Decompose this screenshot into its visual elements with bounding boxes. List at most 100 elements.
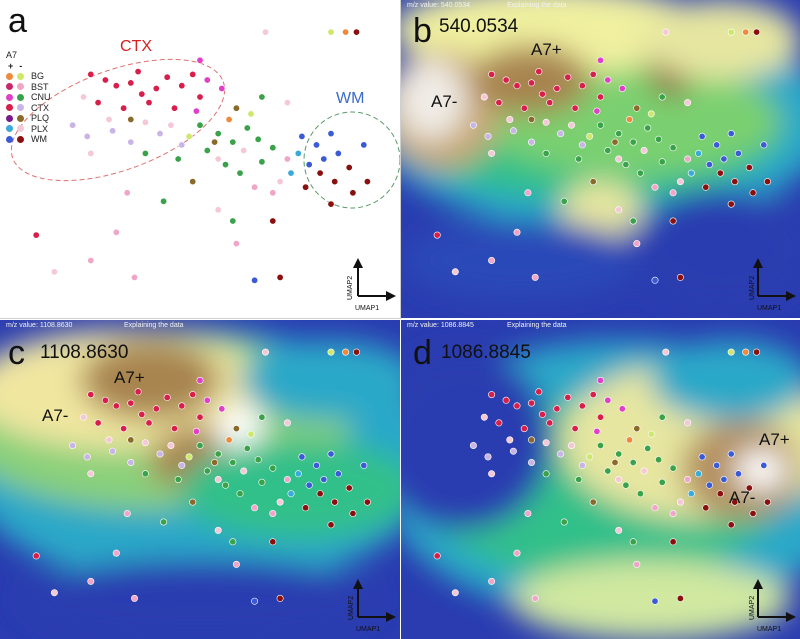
scatter-point <box>509 447 517 455</box>
topbar-mz: m/z value: 1108.8630 <box>6 322 73 329</box>
scatter-point <box>258 158 266 166</box>
scatter-point <box>211 459 219 467</box>
scatter-point <box>138 410 146 418</box>
scatter-point <box>327 521 335 529</box>
scatter-point <box>676 594 684 602</box>
scatter-point <box>312 461 320 469</box>
x-arrowhead <box>786 291 796 301</box>
legend-label: BST <box>31 81 49 92</box>
x-axis-label: UMAP1 <box>356 626 381 633</box>
y-arrowhead <box>353 579 363 589</box>
scatter-point <box>538 90 546 98</box>
scatter-point <box>597 442 605 450</box>
legend-label: PLQ <box>31 113 50 124</box>
scatter-point <box>553 85 561 93</box>
scatter-point <box>178 461 186 469</box>
scatter-point <box>87 470 95 478</box>
scatter-point <box>171 425 179 433</box>
scatter-point <box>488 149 496 157</box>
scatter-point <box>658 158 666 166</box>
scatter-point <box>152 405 160 413</box>
scatter-point <box>94 99 102 107</box>
scatter-point <box>698 453 706 461</box>
scatter-point <box>618 85 626 93</box>
scatter-point <box>167 442 175 450</box>
scatter-point <box>535 388 543 396</box>
scatter-point <box>578 141 586 149</box>
scatter-point <box>320 476 328 484</box>
panel-a: a A7 + - BG BST CNU CTX PLQ PLX WM CTX WM UMAP… <box>0 0 401 319</box>
scatter-point <box>633 104 641 112</box>
scatter-point <box>80 93 88 101</box>
scatter-point <box>196 413 204 421</box>
scatter-point <box>360 141 368 149</box>
scatter-point <box>334 149 342 157</box>
scatter-point <box>109 127 117 135</box>
scatter-point <box>254 135 262 143</box>
scatter-point <box>716 169 724 177</box>
scatter-point <box>720 476 728 484</box>
scatter-point <box>615 526 623 534</box>
scatter-point <box>658 93 666 101</box>
scatter-point <box>225 436 233 444</box>
scatter-point <box>636 490 644 498</box>
scatter-point <box>87 256 95 264</box>
scatter-point <box>305 161 313 169</box>
scatter-point <box>283 155 291 163</box>
scatter-point <box>134 68 142 76</box>
scatter-point <box>214 476 222 484</box>
heatmap-b <box>401 0 800 318</box>
scatter-point <box>684 419 692 427</box>
scatter-point <box>749 189 757 197</box>
scatter-point <box>535 68 543 76</box>
scatter-point <box>32 231 40 239</box>
scatter-point <box>669 217 677 225</box>
scatter-point <box>760 461 768 469</box>
scatter-point <box>243 124 251 132</box>
legend-dot-plus <box>6 125 13 133</box>
scatter-point <box>731 178 739 186</box>
heatmap-field <box>401 340 800 639</box>
scatter-point <box>687 169 695 177</box>
scatter-point <box>597 93 605 101</box>
scatter-point <box>174 476 182 484</box>
scatter-point <box>571 104 579 112</box>
scatter-point <box>112 82 120 90</box>
scatter-point <box>604 147 612 155</box>
scatter-point <box>742 28 750 36</box>
scatter-point <box>141 149 149 157</box>
legend-label: BG <box>31 71 45 82</box>
scatter-point <box>687 490 695 498</box>
scatter-point <box>760 141 768 149</box>
scatter-point <box>684 476 692 484</box>
scatter-point <box>528 459 536 467</box>
scatter-points <box>433 28 771 284</box>
scatter-point <box>586 453 594 461</box>
scatter-point <box>349 189 357 197</box>
mz-value: 540.0534 <box>439 16 519 37</box>
scatter-point <box>647 430 655 438</box>
legend-item: BST <box>6 82 51 93</box>
scatter-point <box>615 206 623 214</box>
scatter-point <box>214 450 222 458</box>
legend-minus: - <box>19 61 23 71</box>
scatter-point <box>564 73 572 81</box>
scatter-point <box>662 348 670 356</box>
legend-dot-minus <box>17 83 24 91</box>
scatter-point <box>495 99 503 107</box>
scatter-point <box>571 425 579 433</box>
scatter-point <box>611 138 619 146</box>
scatter-point <box>254 456 262 464</box>
scatter-point <box>615 130 623 138</box>
scatter-point <box>294 470 302 478</box>
scatter-point <box>283 476 291 484</box>
scatter-point <box>629 138 637 146</box>
legend-dot-minus <box>17 93 24 101</box>
scatter-point <box>141 439 149 447</box>
scatter-point <box>513 228 521 236</box>
scatter-point <box>302 504 310 512</box>
scatter-point <box>589 70 597 78</box>
scatter-point <box>734 470 742 478</box>
scatter-point <box>538 410 546 418</box>
scatter-point <box>203 76 211 84</box>
